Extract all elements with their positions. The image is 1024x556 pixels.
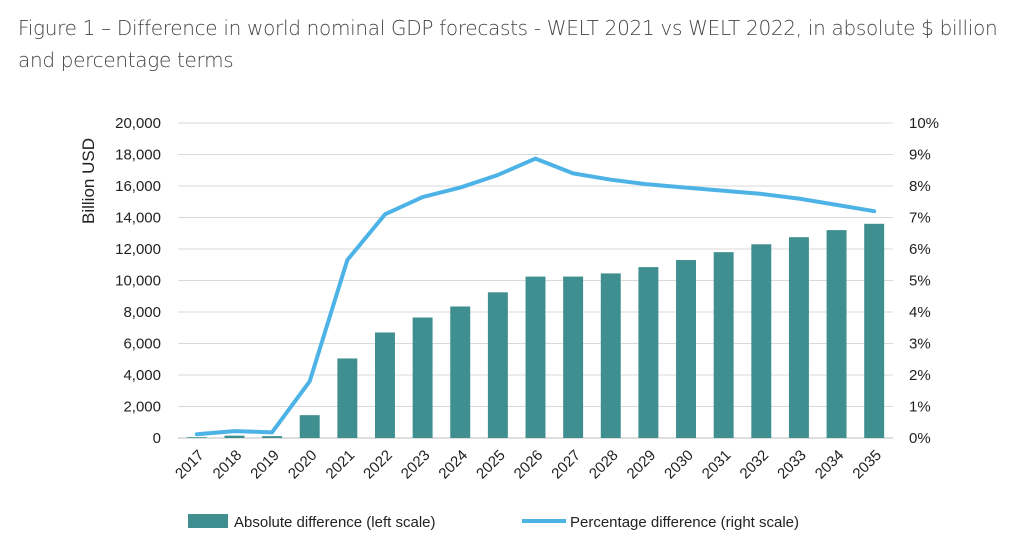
- legend-label-absolute: Absolute difference (left scale): [234, 514, 436, 531]
- y2-tick-label: 6%: [909, 241, 931, 258]
- x-tick-label: 2025: [473, 447, 509, 483]
- y-tick-label: 12,000: [115, 241, 161, 258]
- x-tick-label: 2026: [511, 447, 547, 483]
- x-tick-label: 2033: [774, 447, 810, 483]
- bar-2017: [186, 437, 207, 438]
- line-series: [194, 156, 877, 437]
- legend: Absolute difference (left scale) Percent…: [188, 514, 799, 531]
- y-tick-label: 6,000: [123, 336, 161, 353]
- x-axis-ticks: 2017 2018 2019 2020 2021 2022 2023 2024 2025 2026…: [172, 447, 885, 483]
- y2-tick-label: 2%: [909, 367, 931, 384]
- bar-2029: [638, 267, 659, 438]
- x-tick-label: 2017: [172, 447, 208, 483]
- y2-tick-label: 8%: [909, 178, 931, 195]
- y-tick-label: 16,000: [115, 178, 161, 195]
- x-tick-label: 2021: [323, 447, 359, 483]
- y-tick-label: 0: [153, 430, 161, 447]
- y-tick-label: 2,000: [123, 399, 161, 416]
- y2-tick-label: 4%: [909, 304, 931, 321]
- y2-tick-label: 1%: [909, 399, 931, 416]
- legend-swatch-absolute: [188, 514, 228, 528]
- y-tick-label: 10,000: [115, 273, 161, 290]
- y2-tick-label: 10%: [909, 115, 939, 132]
- bar-2026: [525, 276, 546, 438]
- x-tick-label: 2018: [210, 447, 246, 483]
- y2-tick-label: 0%: [909, 430, 931, 447]
- x-tick-label: 2028: [586, 447, 622, 483]
- bar-2023: [412, 317, 433, 438]
- chart-title: Figure 1 – Difference in world nominal G…: [18, 16, 998, 72]
- x-tick-label: 2024: [435, 447, 471, 483]
- x-tick-label: 2034: [812, 447, 848, 483]
- bar-2032: [751, 244, 772, 438]
- y-tick-label: 20,000: [115, 115, 161, 132]
- x-tick-label: 2023: [398, 447, 434, 483]
- bar-2019: [262, 436, 283, 438]
- x-tick-label: 2031: [699, 447, 735, 483]
- legend-label-percentage: Percentage difference (right scale): [570, 514, 799, 531]
- x-tick-label: 2030: [661, 447, 697, 483]
- bar-2025: [487, 292, 508, 438]
- bar-2018: [224, 435, 245, 438]
- x-tick-label: 2020: [285, 447, 321, 483]
- right-axis-ticks: 0% 1% 2% 3% 4% 5% 6% 7% 8% 9% 10%: [909, 115, 939, 447]
- bar-2031: [713, 252, 734, 438]
- bar-2020: [299, 415, 320, 438]
- gridlines: [178, 122, 893, 439]
- x-tick-label: 2029: [624, 447, 660, 483]
- bar-2033: [788, 237, 809, 438]
- y2-tick-label: 7%: [909, 210, 931, 227]
- x-tick-label: 2019: [247, 447, 283, 483]
- y-axis-title: Billion USD: [79, 138, 98, 224]
- y-tick-label: 8,000: [123, 304, 161, 321]
- x-tick-label: 2035: [849, 447, 885, 483]
- y-tick-label: 4,000: [123, 367, 161, 384]
- bar-2024: [450, 306, 471, 438]
- y2-tick-label: 5%: [909, 273, 931, 290]
- bar-2021: [337, 358, 358, 438]
- bar-2027: [563, 276, 584, 438]
- left-axis-ticks: 0 2,000 4,000 6,000 8,000 10,000 12,000 14,000 1…: [115, 115, 161, 447]
- bar-2022: [375, 332, 395, 438]
- x-tick-label: 2022: [360, 447, 396, 483]
- y-tick-label: 18,000: [115, 147, 161, 164]
- x-tick-label: 2032: [736, 447, 772, 483]
- bar-2030: [676, 260, 696, 438]
- bar-2035: [864, 223, 885, 438]
- y2-tick-label: 9%: [909, 147, 931, 164]
- x-tick-label: 2027: [548, 447, 584, 483]
- bar-series: [186, 223, 885, 438]
- y2-tick-label: 3%: [909, 336, 931, 353]
- bar-2034: [826, 230, 847, 438]
- bar-2028: [600, 273, 621, 438]
- y-tick-label: 14,000: [115, 210, 161, 227]
